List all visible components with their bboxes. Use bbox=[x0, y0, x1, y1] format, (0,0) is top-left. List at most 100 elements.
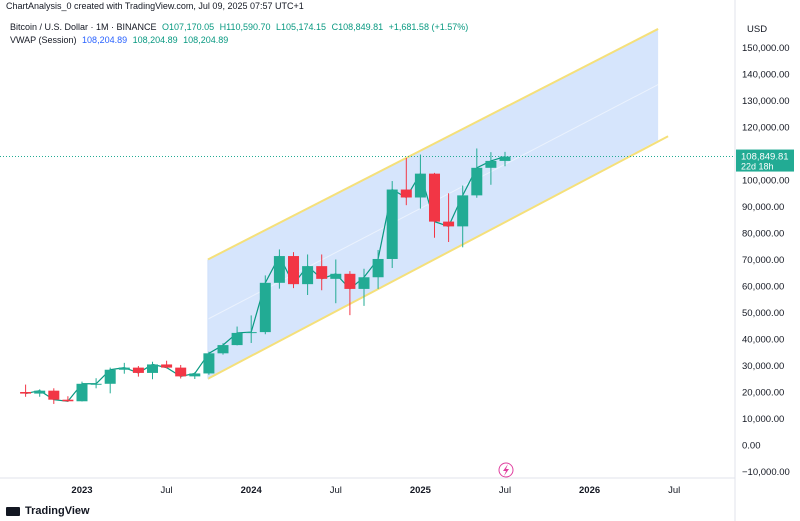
time-tick: Jul bbox=[330, 485, 342, 496]
tradingview-logo-icon bbox=[6, 506, 20, 516]
candle-body bbox=[175, 367, 187, 377]
candle-2025-03[interactable] bbox=[443, 193, 455, 243]
candle-body bbox=[471, 167, 483, 196]
candle-body bbox=[302, 266, 314, 285]
price-tick: 40,000.00 bbox=[742, 335, 784, 346]
tradingview-logo: TradingView bbox=[6, 505, 90, 517]
event-lightning-icon[interactable] bbox=[498, 462, 514, 478]
candle-body bbox=[231, 332, 243, 346]
channel-lower-line[interactable] bbox=[207, 135, 669, 380]
vwap-value-3: 108,204.89 bbox=[183, 35, 229, 45]
candle-2025-05[interactable] bbox=[471, 148, 483, 198]
candle-2025-02[interactable] bbox=[429, 172, 440, 238]
candle-body bbox=[245, 332, 257, 334]
candle-2025-01[interactable] bbox=[414, 154, 426, 209]
candle-2023-09[interactable] bbox=[189, 372, 201, 380]
price-tick: 120,000.00 bbox=[742, 123, 790, 134]
candle-2024-05[interactable] bbox=[302, 254, 314, 296]
candle-2024-07[interactable] bbox=[330, 259, 342, 304]
price-axis[interactable]: 150,000.00 140,000.00 130,000.00 120,000.00… bbox=[742, 43, 790, 478]
vwap-row: VWAP (Session) 108,204.89 108,204.89 108… bbox=[10, 34, 471, 47]
time-tick: 2026 bbox=[579, 485, 600, 496]
time-tick: Jul bbox=[668, 485, 680, 496]
candle-2023-01[interactable] bbox=[76, 381, 88, 402]
candle-2024-03[interactable] bbox=[273, 249, 285, 289]
ohlc-low: L105,174.15 bbox=[276, 22, 327, 32]
candle-2022-09[interactable] bbox=[20, 384, 32, 397]
candle-2022-10[interactable] bbox=[34, 389, 46, 397]
time-tick: Jul bbox=[499, 485, 511, 496]
symbol-name[interactable]: Bitcoin / U.S. Dollar · 1M · BINANCE bbox=[10, 22, 157, 32]
price-tick: 10,000.00 bbox=[742, 414, 784, 425]
candle-body bbox=[259, 282, 271, 333]
candle-2023-11[interactable] bbox=[217, 343, 229, 355]
vwap-label[interactable]: VWAP (Session) bbox=[10, 35, 77, 45]
candle-2024-08[interactable] bbox=[344, 271, 356, 316]
candle-body bbox=[161, 364, 173, 368]
candles[interactable] bbox=[20, 148, 511, 404]
candle-body bbox=[457, 195, 469, 227]
candle-2024-11[interactable] bbox=[386, 181, 398, 268]
price-tick: 150,000.00 bbox=[742, 43, 790, 54]
time-tick: 2024 bbox=[241, 485, 263, 496]
candle-2023-04[interactable] bbox=[118, 362, 130, 374]
candle-2023-10[interactable] bbox=[203, 351, 215, 375]
vwap-value-2: 108,204.89 bbox=[132, 35, 178, 45]
candle-body bbox=[358, 277, 370, 289]
candle-2024-04[interactable] bbox=[288, 252, 299, 289]
candle-body bbox=[386, 189, 398, 259]
candle-2023-03[interactable] bbox=[104, 367, 116, 394]
candle-body bbox=[132, 367, 144, 373]
price-tick: 80,000.00 bbox=[742, 229, 784, 240]
candle-2024-06[interactable] bbox=[316, 254, 328, 291]
vwap-value-1: 108,204.89 bbox=[82, 35, 128, 45]
candle-body bbox=[90, 383, 102, 385]
candle-body bbox=[147, 364, 158, 373]
channel-upper-line[interactable] bbox=[207, 28, 659, 261]
candle-body bbox=[34, 390, 46, 394]
time-tick: 2025 bbox=[410, 485, 432, 496]
last-price-tag-bg bbox=[736, 149, 794, 172]
candle-body bbox=[485, 160, 497, 168]
candle-body bbox=[344, 273, 356, 289]
candle-body bbox=[316, 266, 328, 279]
price-tick: 60,000.00 bbox=[742, 282, 784, 293]
candle-body bbox=[443, 221, 455, 227]
candle-2022-12[interactable] bbox=[62, 396, 74, 402]
ohlc-change: +1,681.58 (+1.57%) bbox=[388, 22, 469, 32]
candle-2023-05[interactable] bbox=[132, 366, 144, 377]
candle-body bbox=[400, 189, 412, 198]
ohlc-high: H110,590.70 bbox=[219, 22, 271, 32]
ohlc-close: C108,849.81 bbox=[331, 22, 384, 32]
time-axis[interactable]: 2023 Jul 2024 Jul 2025 Jul 2026 Jul bbox=[71, 485, 680, 496]
candle-body bbox=[189, 373, 201, 377]
time-tick: Jul bbox=[161, 485, 173, 496]
candle-2023-08[interactable] bbox=[175, 364, 187, 379]
candle-2023-12[interactable] bbox=[231, 326, 243, 346]
candle-2024-12[interactable] bbox=[400, 158, 412, 206]
candle-2025-04[interactable] bbox=[457, 185, 469, 248]
candle-2024-09[interactable] bbox=[358, 268, 370, 306]
time-tick: 2023 bbox=[71, 485, 92, 496]
price-tick: 30,000.00 bbox=[742, 361, 784, 372]
candle-body bbox=[288, 256, 299, 285]
candle-body bbox=[330, 273, 342, 279]
candle-2025-07[interactable] bbox=[499, 151, 511, 167]
price-tick: 100,000.00 bbox=[742, 176, 790, 187]
candle-2023-07[interactable] bbox=[161, 360, 173, 369]
candle-2023-06[interactable] bbox=[147, 361, 158, 380]
currency-label[interactable]: USD bbox=[747, 24, 768, 35]
candle-2023-02[interactable] bbox=[90, 378, 102, 389]
candle-2024-02[interactable] bbox=[259, 275, 271, 335]
candle-2022-11[interactable] bbox=[48, 388, 60, 404]
candle-2024-01[interactable] bbox=[245, 315, 257, 343]
candle-body bbox=[118, 367, 130, 370]
price-tick: 0.00 bbox=[742, 441, 761, 452]
candle-body bbox=[48, 390, 60, 400]
candle-2024-10[interactable] bbox=[372, 249, 384, 289]
candle-2025-06[interactable] bbox=[485, 152, 497, 185]
candle-body bbox=[372, 258, 384, 278]
candle-body bbox=[429, 173, 440, 222]
